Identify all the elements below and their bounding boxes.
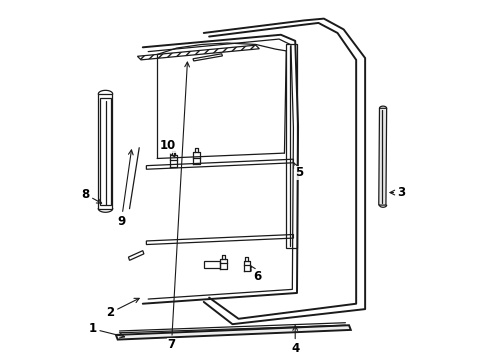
Polygon shape <box>379 108 387 205</box>
Polygon shape <box>116 325 351 339</box>
Text: 5: 5 <box>294 163 303 179</box>
Text: 6: 6 <box>251 266 262 283</box>
Text: 3: 3 <box>390 186 405 199</box>
Text: 7: 7 <box>168 62 190 351</box>
Text: 10: 10 <box>160 139 176 157</box>
Text: 4: 4 <box>291 326 299 355</box>
Text: 1: 1 <box>89 322 124 338</box>
Text: 9: 9 <box>117 150 133 228</box>
Text: 2: 2 <box>106 298 139 319</box>
Text: 8: 8 <box>81 188 101 203</box>
